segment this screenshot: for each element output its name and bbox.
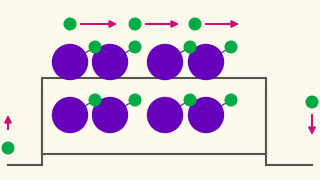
Circle shape xyxy=(89,94,101,106)
Circle shape xyxy=(184,41,196,53)
Circle shape xyxy=(225,94,237,106)
Circle shape xyxy=(129,94,141,106)
Circle shape xyxy=(52,44,87,80)
Circle shape xyxy=(129,18,141,30)
Circle shape xyxy=(92,98,127,132)
Circle shape xyxy=(189,18,201,30)
Circle shape xyxy=(52,98,87,132)
Circle shape xyxy=(89,41,101,53)
Circle shape xyxy=(225,41,237,53)
Circle shape xyxy=(92,44,127,80)
Circle shape xyxy=(306,96,318,108)
Bar xyxy=(42,78,266,154)
Circle shape xyxy=(148,98,182,132)
Circle shape xyxy=(184,94,196,106)
Circle shape xyxy=(148,44,182,80)
Circle shape xyxy=(64,18,76,30)
Circle shape xyxy=(2,142,14,154)
Circle shape xyxy=(188,98,223,132)
Circle shape xyxy=(129,41,141,53)
Circle shape xyxy=(188,44,223,80)
